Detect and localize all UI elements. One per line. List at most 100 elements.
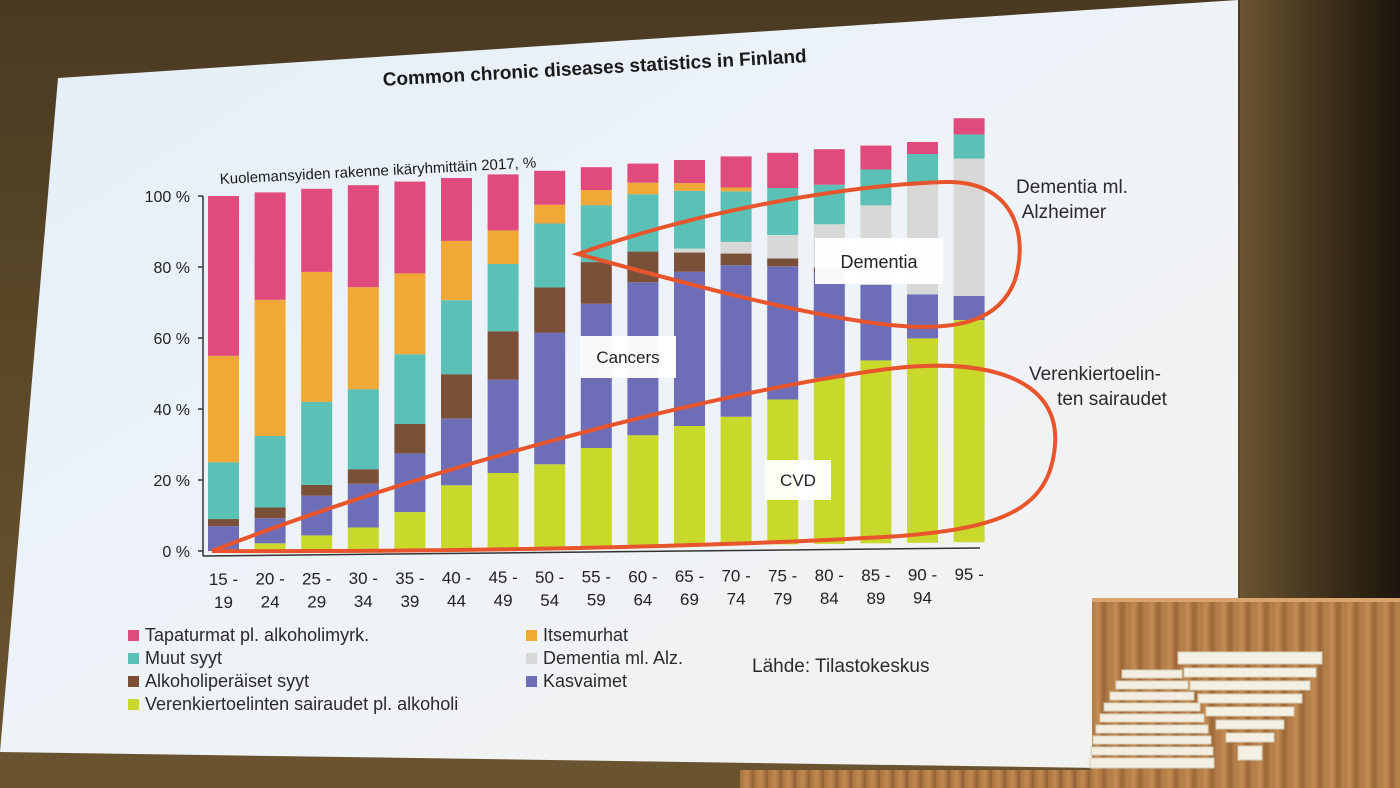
bar-segment bbox=[394, 273, 426, 355]
x-tick-label: 45 - bbox=[488, 568, 517, 587]
y-tick-label: 40 % bbox=[154, 402, 190, 419]
x-tick-label: 39 bbox=[400, 592, 419, 611]
bar-segment bbox=[720, 156, 752, 188]
desk bbox=[740, 770, 1100, 788]
x-tick-label: 50 - bbox=[535, 568, 564, 587]
bar-segment bbox=[534, 204, 566, 224]
legend-label: Kasvaimet bbox=[543, 671, 627, 691]
bar-segment bbox=[254, 192, 286, 300]
lamp-shade-right bbox=[1177, 651, 1323, 761]
bars bbox=[208, 118, 985, 551]
bar-segment bbox=[254, 507, 286, 519]
bar-segment bbox=[487, 473, 519, 548]
x-tick-label: 54 bbox=[540, 591, 559, 610]
x-tick-label: 94 bbox=[913, 589, 932, 608]
x-tick-label: 55 - bbox=[582, 568, 611, 587]
bar-segment bbox=[627, 435, 659, 546]
bar-segment bbox=[347, 287, 379, 390]
bar-segment bbox=[534, 170, 566, 205]
lamp-shade-left bbox=[1089, 669, 1215, 769]
bar-segment bbox=[441, 374, 472, 419]
bar-segment bbox=[580, 448, 612, 547]
x-tick-label: 84 bbox=[820, 589, 839, 608]
source-label: Lähde: Tilastokeskus bbox=[752, 656, 929, 677]
dementia-box-label: Dementia bbox=[840, 252, 918, 272]
bar-segment bbox=[347, 389, 379, 470]
legend-swatch bbox=[128, 630, 139, 641]
legend-label: Itsemurhat bbox=[543, 625, 628, 645]
bar-segment bbox=[487, 264, 519, 332]
legend-label: Dementia ml. Alz. bbox=[543, 648, 683, 668]
legend-swatch bbox=[128, 653, 139, 664]
bar-segment bbox=[627, 182, 659, 195]
x-tick-label: 35 - bbox=[395, 569, 424, 588]
bar-segment bbox=[720, 187, 752, 192]
bar-segment bbox=[208, 519, 239, 527]
bar-segment bbox=[580, 262, 612, 304]
dementia-loop bbox=[571, 179, 1022, 329]
bar-segment bbox=[907, 154, 938, 183]
bar-segment bbox=[627, 163, 659, 183]
bar-segment bbox=[441, 178, 472, 241]
bar-segment bbox=[674, 252, 705, 272]
x-tick-label: 95 - bbox=[954, 565, 983, 584]
bar-segment bbox=[953, 158, 985, 296]
bar-segment bbox=[860, 145, 892, 170]
callouts: Dementia ml. Alzheimer Verenkiertoelin- … bbox=[1016, 177, 1168, 410]
bar-segment bbox=[347, 527, 379, 550]
cvd-box bbox=[765, 460, 831, 500]
bar-segment bbox=[347, 483, 379, 528]
bar-segment bbox=[394, 354, 426, 424]
bar-segment bbox=[394, 181, 426, 274]
y-tick-label: 20 % bbox=[154, 473, 190, 490]
cancers-box bbox=[580, 336, 676, 378]
legend-label: Muut syyt bbox=[145, 648, 222, 668]
bar-segment bbox=[907, 294, 938, 339]
y-tick-label: 100 % bbox=[145, 189, 190, 206]
legend-label: Alkoholiperäiset syyt bbox=[145, 671, 309, 691]
bar-segment bbox=[953, 118, 985, 135]
y-axis: 0 % 20 % 40 % 60 % 80 % 100 % bbox=[145, 189, 204, 561]
bar-segment bbox=[720, 241, 752, 254]
x-axis-line bbox=[202, 547, 981, 557]
legend-swatch bbox=[526, 653, 537, 664]
bar-segment bbox=[347, 469, 379, 484]
x-tick-label: 49 bbox=[494, 591, 513, 610]
bar-segment bbox=[534, 223, 566, 288]
x-tick-label: 69 bbox=[680, 590, 699, 609]
x-tick-label: 25 - bbox=[302, 569, 331, 588]
x-tick-label: 40 - bbox=[442, 569, 471, 588]
bar-segment bbox=[441, 485, 472, 549]
dementia-callout-line1: Dementia ml. bbox=[1016, 177, 1128, 198]
dementia-callout-line2: Alzheimer bbox=[1022, 202, 1107, 223]
bar-segment bbox=[720, 265, 752, 417]
cvd-callout-line2: ten sairaudet bbox=[1057, 389, 1168, 410]
cvd-callout-line1: Verenkiertoelin- bbox=[1029, 364, 1161, 385]
bar-segment bbox=[767, 266, 799, 400]
annotation-boxes: Dementia Cancers CVD bbox=[580, 238, 943, 500]
x-tick-label: 80 - bbox=[815, 566, 844, 585]
bar-segment bbox=[534, 287, 566, 333]
x-tick-label: 74 bbox=[727, 590, 746, 609]
bar-segment bbox=[767, 188, 799, 235]
bar-segment bbox=[674, 426, 705, 546]
x-tick-label: 29 bbox=[307, 592, 326, 611]
bar-segment bbox=[534, 464, 566, 548]
dementia-box bbox=[815, 238, 943, 284]
x-tick-label: 59 bbox=[587, 591, 606, 610]
x-tick-label: 20 - bbox=[255, 570, 284, 589]
x-tick-label: 30 - bbox=[349, 569, 378, 588]
bar-segment bbox=[347, 185, 379, 288]
bar-segment bbox=[674, 248, 705, 253]
bar-segment bbox=[720, 253, 752, 266]
legend-label: Tapaturmat pl. alkoholimyrk. bbox=[145, 625, 369, 645]
bar-segment bbox=[301, 271, 333, 402]
bar-segment bbox=[767, 258, 799, 267]
cancers-box-label: Cancers bbox=[596, 348, 659, 367]
bar-segment bbox=[674, 160, 705, 184]
annotation-loops bbox=[211, 179, 1058, 554]
bar-segment bbox=[767, 235, 799, 259]
bar-segment bbox=[674, 271, 705, 426]
x-tick-label: 44 bbox=[447, 592, 466, 611]
